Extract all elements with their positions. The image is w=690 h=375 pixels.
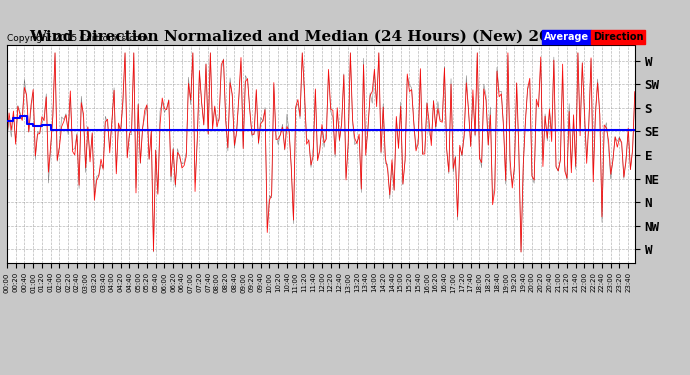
Text: Average: Average xyxy=(544,32,589,42)
Text: Copyright 2015 Cartronics.com: Copyright 2015 Cartronics.com xyxy=(7,34,148,43)
Title: Wind Direction Normalized and Median (24 Hours) (New) 20150514: Wind Direction Normalized and Median (24… xyxy=(29,30,613,44)
Text: Direction: Direction xyxy=(593,32,643,42)
